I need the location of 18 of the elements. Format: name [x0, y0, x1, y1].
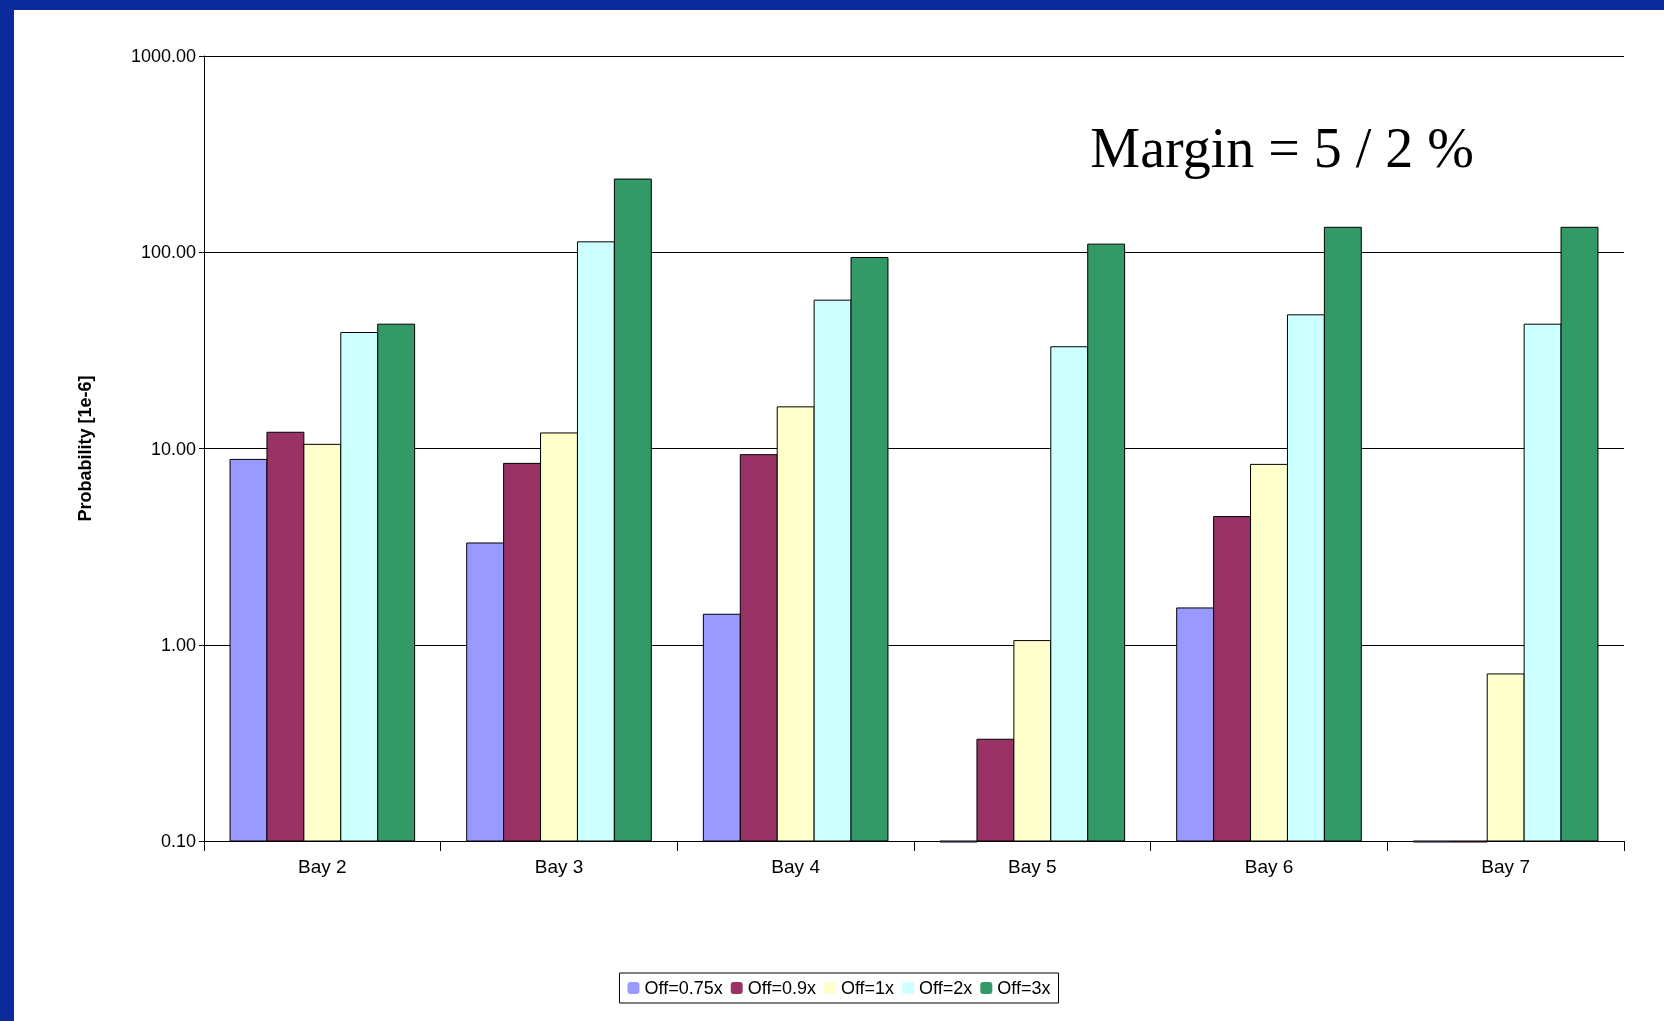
legend-label: Off=3x [997, 978, 1051, 998]
legend-label: Off=0.75x [644, 978, 723, 998]
x-tick-label: Bay 5 [1008, 856, 1057, 877]
y-axis-title: Probability [1e-6] [75, 375, 95, 522]
annotation: Margin = 5 / 2 % [1090, 117, 1475, 179]
legend-label: Off=1x [840, 978, 895, 998]
y-tick-label: 1000.00 [130, 46, 196, 66]
y-tick-label: 10.00 [150, 438, 196, 459]
legend-label: Off=2x [919, 978, 973, 998]
x-tick-label: Bay 3 [534, 856, 584, 877]
x-tick-label: Bay 6 [1244, 856, 1294, 877]
y-tick-label: 100.00 [140, 242, 196, 263]
x-tick-label: Bay 2 [298, 856, 347, 877]
legend-label: Off=0.9x [747, 978, 816, 998]
y-tick-label: 1.00 [160, 634, 196, 655]
y-tick-label: 0.10 [160, 831, 196, 851]
x-tick-label: Bay 7 [1481, 856, 1530, 877]
x-tick-label: Bay 4 [771, 856, 821, 877]
